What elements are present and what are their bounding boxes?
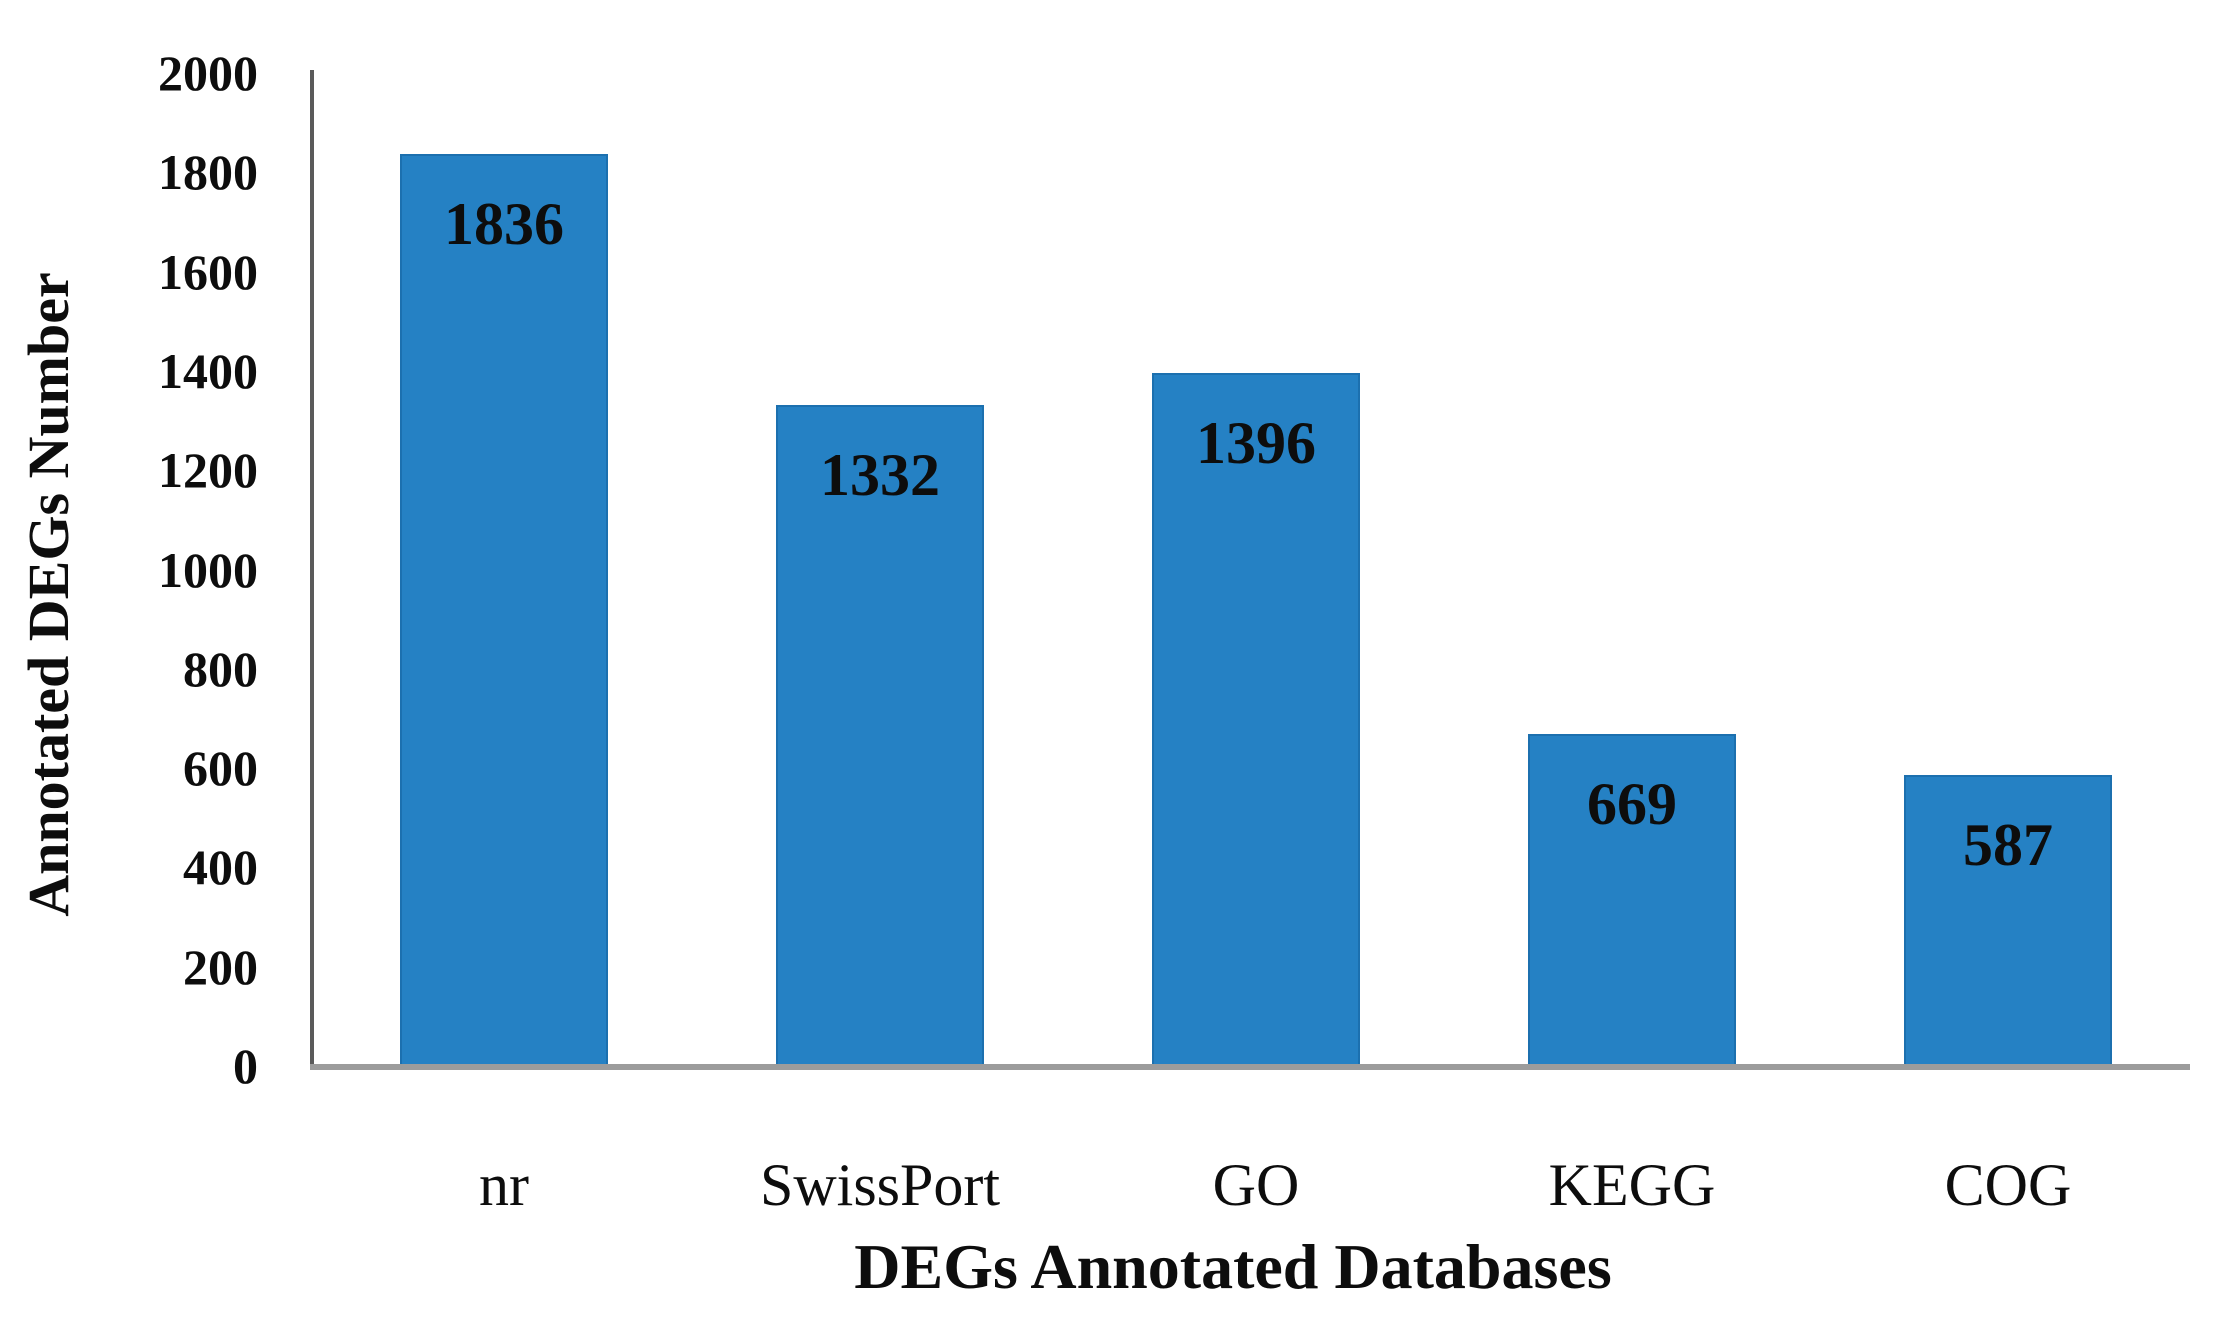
x-category-label-SwissPort: SwissPort [759, 1152, 1001, 1218]
x-category-label-KEGG: KEGG [1548, 1152, 1716, 1218]
y-axis-line [310, 70, 314, 1068]
x-axis-title: DEGs Annotated Databases [854, 1231, 1612, 1302]
y-tick-label: 1200 [158, 442, 258, 499]
y-tick-label: 800 [183, 640, 258, 697]
y-tick-label: 0 [233, 1038, 258, 1094]
bar-COG [1904, 774, 2112, 1066]
y-tick-label: 400 [183, 839, 258, 896]
x-axis-line [310, 1064, 2190, 1070]
y-tick-label: 2000 [158, 45, 258, 101]
bar-value-label: 1332 [820, 441, 940, 508]
bar-KEGG [1528, 733, 1736, 1066]
bar-GO [1152, 372, 1360, 1066]
bar-value-label: 587 [1963, 811, 2053, 878]
x-category-label-GO: GO [1212, 1152, 1300, 1218]
bar-SwissPort [776, 404, 984, 1066]
x-category-label-COG: COG [1944, 1152, 2072, 1218]
y-tick-label: 1400 [158, 342, 258, 399]
x-category-label-nr: nr [479, 1152, 529, 1218]
y-tick-label: 1800 [158, 144, 258, 201]
bar-value-label: 1836 [444, 191, 564, 258]
bar-value-label: 669 [1587, 770, 1677, 837]
bar-nr [400, 154, 608, 1066]
y-tick-label: 600 [183, 740, 258, 797]
y-tick-label: 1000 [158, 541, 258, 598]
y-tick-label: 200 [183, 938, 258, 995]
bar-value-label: 1396 [1196, 409, 1316, 476]
y-tick-label: 1600 [158, 243, 258, 300]
